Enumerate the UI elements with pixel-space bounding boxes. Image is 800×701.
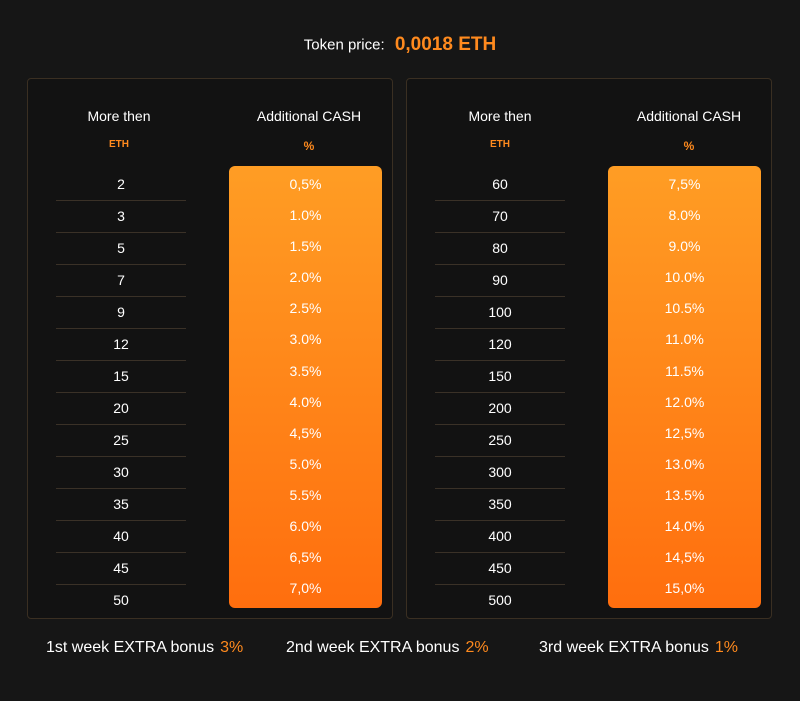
percent-bonus-cell: 8.0% — [668, 207, 701, 224]
percent-bonus-cell: 10.0% — [664, 269, 705, 286]
eth-threshold-cell: 400 — [435, 521, 565, 553]
bonus-value: 3% — [220, 639, 244, 656]
eth-column: 2 3 5 7 9 12 15 20 25 30 35 40 45 50 — [56, 169, 186, 616]
eth-threshold-cell: 120 — [435, 329, 565, 361]
percent-bonus-cell: 11.5% — [665, 362, 704, 379]
percent-bonus-cell: 7,5% — [668, 176, 701, 192]
col-more-then-title: More then — [468, 108, 532, 124]
percent-bonus-cell: 6.0% — [289, 518, 322, 535]
percent-bonus-cell: 12,5% — [664, 424, 705, 441]
col-eth-unit: ETH — [109, 139, 129, 150]
token-price-value: 0,0018 ETH — [394, 34, 497, 55]
percent-bonus-cell: 13.5% — [664, 486, 705, 503]
percent-bonus-cell: 3.5% — [289, 362, 322, 379]
eth-threshold-cell: 90 — [435, 265, 565, 297]
percent-bonus-cell: 0,5% — [289, 176, 322, 192]
percent-bonus-cell: 2.0% — [289, 269, 322, 286]
bonus-value: 1% — [714, 639, 738, 656]
percent-column: 7,5% 8.0% 9.0% 10.0% 10.5% 11.0% 11.5% 12.0% 12,… — [608, 166, 761, 608]
bonus-table-right: More then ETH Additional CASH % 60 70 80 90… — [406, 78, 772, 619]
weekly-bonus-bar: 1st week EXTRA bonus 3% 2nd week EXTRA bo… — [0, 639, 800, 663]
percent-bonus-cell: 7,0% — [289, 580, 322, 597]
eth-threshold-cell: 100 — [435, 297, 565, 329]
bonus-label: 3rd week EXTRA bonus — [539, 639, 709, 656]
percent-bonus-cell: 13.0% — [664, 455, 705, 472]
col-additional-cash-title: Additional CASH — [636, 108, 742, 124]
eth-threshold-cell: 80 — [435, 233, 565, 265]
eth-threshold-cell: 25 — [56, 425, 186, 457]
percent-bonus-cell: 12.0% — [664, 393, 705, 410]
bonus-label: 1st week EXTRA bonus — [46, 639, 215, 656]
percent-column: 0,5% 1.0% 1.5% 2.0% 2.5% 3.0% 3.5% 4.0% 4,5% 5.0%… — [229, 166, 382, 608]
col-percent-unit: % — [303, 139, 315, 153]
eth-threshold-cell: 500 — [488, 592, 512, 608]
percent-bonus-cell: 1.5% — [289, 238, 322, 255]
percent-bonus-cell: 9.0% — [668, 238, 701, 255]
eth-threshold-cell: 200 — [435, 393, 565, 425]
eth-threshold-cell: 30 — [56, 457, 186, 489]
bonus-week-1: 1st week EXTRA bonus 3% — [46, 639, 243, 657]
percent-bonus-cell: 3.0% — [289, 331, 322, 348]
col-percent-unit: % — [683, 139, 695, 153]
bonus-week-3: 3rd week EXTRA bonus 1% — [539, 639, 738, 657]
eth-threshold-cell: 350 — [435, 489, 565, 521]
token-price-label: Token price: — [303, 36, 385, 54]
percent-bonus-cell: 14.0% — [664, 518, 705, 535]
bonus-label: 2nd week EXTRA bonus — [286, 639, 460, 656]
bonus-table-left: More then ETH Additional CASH % 2 3 5 7 9 12 1… — [27, 78, 393, 619]
eth-threshold-cell: 450 — [435, 553, 565, 585]
percent-bonus-cell: 15,0% — [664, 580, 705, 597]
percent-bonus-cell: 6,5% — [289, 549, 322, 566]
eth-threshold-cell: 3 — [56, 201, 186, 233]
percent-bonus-cell: 5.0% — [289, 455, 322, 472]
eth-threshold-cell: 40 — [56, 521, 186, 553]
eth-threshold-cell: 15 — [56, 361, 186, 393]
eth-threshold-cell: 2 — [56, 169, 186, 201]
eth-threshold-cell: 12 — [56, 329, 186, 361]
percent-bonus-cell: 1.0% — [289, 207, 322, 224]
eth-threshold-cell: 150 — [435, 361, 565, 393]
eth-threshold-cell: 9 — [56, 297, 186, 329]
token-price: Token price: 0,0018 ETH — [0, 34, 800, 56]
col-eth-unit: ETH — [490, 139, 510, 150]
percent-bonus-cell: 5.5% — [289, 486, 322, 503]
eth-threshold-cell: 5 — [56, 233, 186, 265]
eth-threshold-cell: 7 — [56, 265, 186, 297]
eth-threshold-cell: 250 — [435, 425, 565, 457]
percent-bonus-cell: 10.5% — [664, 300, 705, 317]
col-more-then-title: More then — [87, 108, 151, 124]
eth-threshold-cell: 50 — [113, 592, 129, 608]
eth-threshold-cell: 70 — [435, 201, 565, 233]
percent-bonus-cell: 11.0% — [665, 331, 704, 348]
eth-threshold-cell: 300 — [435, 457, 565, 489]
eth-threshold-cell: 45 — [56, 553, 186, 585]
percent-bonus-cell: 14,5% — [664, 549, 705, 566]
percent-bonus-cell: 4.0% — [289, 393, 322, 410]
percent-bonus-cell: 4,5% — [289, 424, 322, 441]
bonus-value: 2% — [465, 639, 489, 656]
eth-column: 60 70 80 90 100 120 150 200 250 300 350 400 450 500 — [435, 169, 565, 616]
percent-bonus-cell: 2.5% — [289, 300, 322, 317]
eth-threshold-cell: 20 — [56, 393, 186, 425]
col-additional-cash-title: Additional CASH — [256, 108, 362, 124]
eth-threshold-cell: 60 — [435, 169, 565, 201]
bonus-week-2: 2nd week EXTRA bonus 2% — [286, 639, 489, 657]
eth-threshold-cell: 35 — [56, 489, 186, 521]
